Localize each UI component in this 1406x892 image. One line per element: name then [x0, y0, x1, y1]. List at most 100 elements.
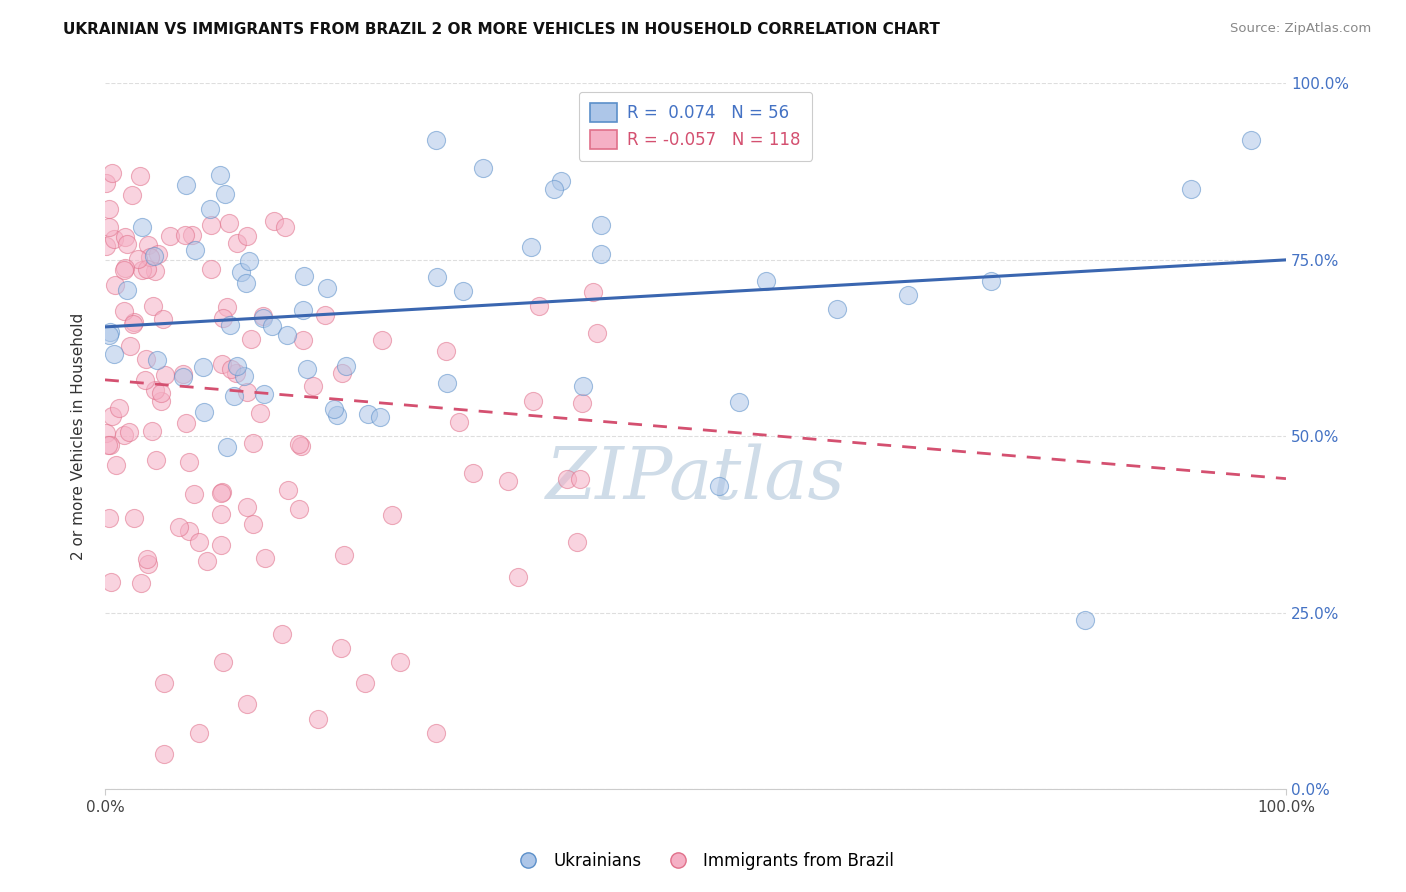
Point [707, 478, 730, 492]
Point [184, 244, 207, 258]
Point [209, 538, 232, 552]
Point [291, 333, 314, 347]
Point [522, 394, 544, 409]
Point [242, 436, 264, 450]
Point [254, 551, 277, 566]
Point [139, 250, 162, 264]
Point [211, 485, 233, 500]
Point [131, 263, 153, 277]
Point [288, 502, 311, 516]
Point [193, 404, 215, 418]
Point [292, 269, 315, 284]
Point [242, 517, 264, 532]
Point [100, 575, 122, 590]
Point [368, 409, 391, 424]
Point [172, 369, 194, 384]
Point [330, 640, 353, 655]
Point [143, 264, 166, 278]
Point [98, 202, 121, 216]
Point [425, 133, 447, 147]
Point [131, 220, 153, 235]
Point [236, 229, 259, 244]
Point [567, 535, 589, 549]
Point [273, 219, 295, 234]
Point [1074, 613, 1097, 627]
Legend: R =  0.074   N = 56, R = -0.057   N = 118: R = 0.074 N = 56, R = -0.057 N = 118 [579, 92, 813, 161]
Point [129, 576, 152, 591]
Point [114, 260, 136, 275]
Point [153, 368, 176, 383]
Point [136, 261, 159, 276]
Point [122, 315, 145, 329]
Point [94, 239, 117, 253]
Point [235, 500, 257, 514]
Point [825, 302, 848, 317]
Point [235, 384, 257, 399]
Point [569, 472, 592, 486]
Point [290, 439, 312, 453]
Point [543, 182, 565, 196]
Y-axis label: 2 or more Vehicles in Household: 2 or more Vehicles in Household [72, 313, 86, 560]
Point [571, 396, 593, 410]
Point [112, 303, 135, 318]
Point [114, 229, 136, 244]
Point [136, 237, 159, 252]
Point [277, 483, 299, 497]
Point [115, 237, 138, 252]
Point [218, 216, 240, 230]
Point [211, 357, 233, 371]
Point [235, 276, 257, 290]
Point [146, 247, 169, 261]
Point [153, 747, 176, 761]
Point [555, 472, 578, 486]
Point [211, 311, 233, 326]
Point [335, 359, 357, 373]
Point [572, 379, 595, 393]
Point [589, 218, 612, 232]
Point [103, 232, 125, 246]
Point [287, 437, 309, 451]
Point [225, 366, 247, 380]
Point [897, 288, 920, 302]
Point [200, 261, 222, 276]
Point [149, 393, 172, 408]
Point [314, 308, 336, 322]
Point [136, 557, 159, 571]
Point [177, 455, 200, 469]
Point [118, 339, 141, 353]
Point [260, 319, 283, 334]
Point [591, 246, 613, 260]
Point [471, 161, 494, 175]
Point [215, 300, 238, 314]
Point [145, 353, 167, 368]
Point [169, 520, 191, 534]
Point [98, 327, 121, 342]
Point [214, 187, 236, 202]
Point [252, 311, 274, 326]
Point [1239, 133, 1261, 147]
Point [180, 228, 202, 243]
Point [172, 367, 194, 381]
Point [434, 344, 457, 359]
Point [98, 220, 121, 235]
Point [215, 440, 238, 454]
Point [134, 373, 156, 387]
Point [357, 407, 380, 421]
Point [233, 368, 256, 383]
Point [103, 347, 125, 361]
Point [108, 401, 131, 416]
Point [271, 627, 294, 641]
Point [219, 318, 242, 332]
Point [152, 312, 174, 326]
Point [249, 406, 271, 420]
Point [174, 416, 197, 430]
Point [129, 169, 152, 183]
Point [550, 174, 572, 188]
Point [436, 376, 458, 390]
Point [508, 570, 530, 584]
Point [97, 510, 120, 524]
Point [112, 263, 135, 277]
Point [195, 553, 218, 567]
Point [301, 379, 323, 393]
Point [177, 524, 200, 538]
